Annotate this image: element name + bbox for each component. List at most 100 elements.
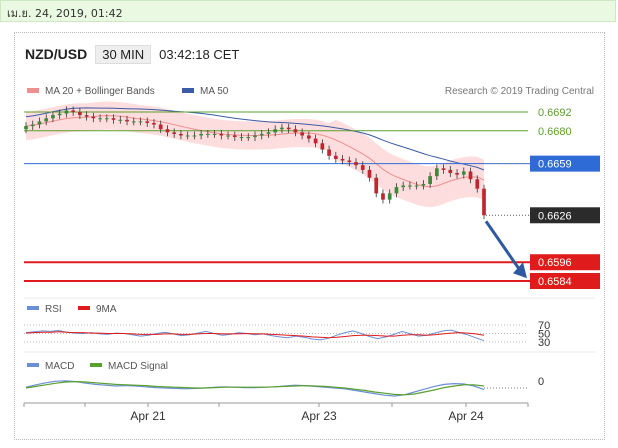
ma50-legend-swatch [182, 88, 194, 93]
candle-body [192, 135, 197, 137]
bollinger-band [26, 101, 484, 208]
candle-body [145, 121, 150, 123]
candle-body [125, 119, 129, 122]
rsi-line [25, 329, 485, 342]
candle-body [165, 129, 170, 133]
candle-body [381, 193, 385, 200]
time-axis: Apr 21 Apr 23 Apr 24 [23, 403, 529, 423]
macd-tick-label: 0 [538, 376, 544, 388]
macd-signal-line [25, 380, 485, 396]
current-price-label: 0.6626 [538, 210, 572, 222]
candle-body [57, 113, 62, 116]
chart-panel [14, 32, 605, 440]
candle-body [408, 185, 412, 187]
forecast-arrow-shaft [484, 220, 522, 272]
pair-title: NZD/USD [25, 46, 88, 62]
rsi-legend-swatch [27, 306, 39, 310]
candle-body [118, 119, 123, 121]
rsi-tick-label: 30 [538, 337, 550, 349]
candle-body [152, 122, 156, 125]
candle-body [30, 124, 35, 127]
candle-body [232, 135, 237, 138]
level-label: 0.6692 [538, 107, 572, 119]
candle-body [226, 135, 230, 137]
rsi-tick-label: 70 [538, 320, 550, 332]
candle-body [78, 112, 82, 116]
candle-body [179, 133, 183, 136]
candle-body [266, 132, 271, 134]
candle-body [333, 155, 338, 159]
candle-body [239, 137, 244, 139]
candle-body [354, 162, 358, 166]
candle-body [280, 127, 284, 130]
timeframe-badge[interactable]: 30 MIN [95, 44, 152, 64]
timestamp-text: เม.ย. 24, 2019, 01:42 [7, 7, 123, 20]
candle-body [104, 118, 109, 120]
research-credit: Research © 2019 Trading Central [445, 86, 594, 97]
rsi-ma-line [25, 331, 485, 339]
rsi-tick-label: 50 [538, 329, 550, 341]
candle-body [468, 171, 473, 180]
candle-body [273, 129, 278, 133]
candle-body [286, 127, 291, 130]
candle-body [293, 129, 298, 133]
timestamp-bar: เม.ย. 24, 2019, 01:42 [0, 0, 616, 22]
candle-body [44, 118, 49, 122]
candle-body [421, 183, 426, 186]
candle-body [138, 121, 143, 123]
level-tag [530, 155, 600, 172]
candle-body [360, 165, 365, 170]
macd-legend-swatch [27, 363, 39, 367]
candle-body [111, 118, 116, 120]
candle-body [84, 115, 89, 117]
candle-body [461, 171, 466, 175]
candle-body [64, 110, 69, 114]
candle-body [300, 132, 304, 136]
level-tag [530, 273, 600, 289]
ma50-legend-label: MA 50 [200, 86, 229, 97]
candle-body [313, 138, 318, 144]
candle-body [259, 133, 264, 136]
candle-body [482, 188, 486, 216]
candle-body [206, 133, 210, 135]
ma50-line [25, 107, 485, 171]
candle-body [414, 185, 419, 187]
candle-body [219, 133, 224, 136]
candle-body [158, 124, 163, 130]
candle-body [320, 143, 325, 150]
candle-body [441, 168, 446, 170]
forecast-arrow-head [513, 262, 527, 279]
candle-body [340, 158, 345, 161]
chart-header: NZD/USD 30 MIN 03:42:18 CET [25, 44, 239, 64]
candle-body [428, 176, 432, 184]
candle-body [327, 149, 331, 156]
candle-body [435, 168, 439, 177]
candle-body [51, 115, 55, 119]
candle-body [24, 126, 28, 130]
candle-body [253, 135, 257, 138]
candle-body [374, 177, 379, 194]
candle-body [475, 179, 480, 189]
candle-body [394, 187, 399, 194]
candle-body [347, 160, 352, 163]
macd-signal-legend-label: MACD Signal [108, 361, 168, 372]
macd-signal-legend-swatch [90, 363, 102, 367]
level-tag [530, 254, 600, 271]
level-label: 0.6596 [538, 257, 572, 269]
rsi-ma-legend-swatch [78, 306, 90, 310]
current-price-tag [530, 207, 600, 224]
candle-body [98, 118, 102, 120]
candle-body [307, 135, 311, 139]
candle-body [212, 133, 217, 135]
candle-body [401, 185, 406, 188]
candle-body [455, 173, 459, 175]
level-label: 0.6584 [538, 276, 572, 288]
rsi-ma-legend-label: 9MA [96, 304, 117, 315]
candle-body [131, 121, 136, 123]
candle-body [172, 132, 177, 134]
x-tick-label: Apr 21 [130, 409, 166, 423]
candle-body [367, 169, 372, 178]
candle-body [448, 169, 453, 174]
